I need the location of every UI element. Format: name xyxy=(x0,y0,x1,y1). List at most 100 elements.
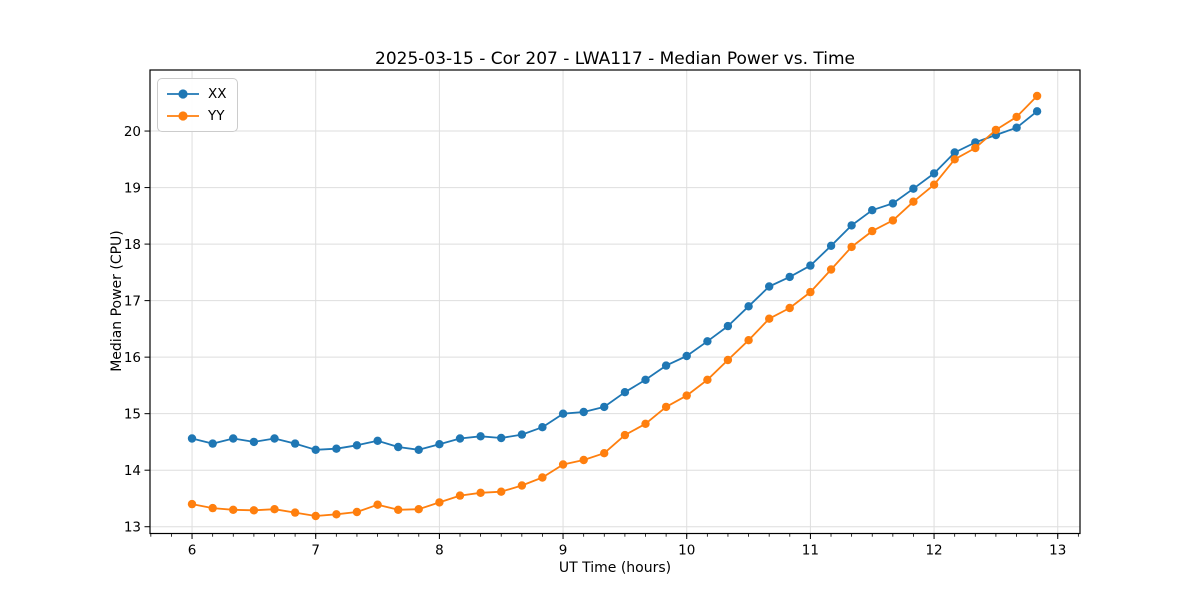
marker-YY xyxy=(723,355,733,365)
marker-YY xyxy=(414,505,423,514)
axes-frame xyxy=(149,69,1081,535)
marker-XX xyxy=(723,321,733,331)
marker-XX xyxy=(1032,107,1042,116)
series-XX xyxy=(187,107,1042,454)
x-tick-label: 10 xyxy=(678,543,695,559)
marker-YY xyxy=(517,481,527,490)
marker-XX xyxy=(538,423,547,432)
marker-YY xyxy=(373,500,382,509)
x-tick-label: 7 xyxy=(311,543,320,559)
marker-YY xyxy=(497,487,506,496)
marker-YY xyxy=(1012,112,1021,122)
legend-line-marker-icon xyxy=(167,89,199,99)
marker-YY xyxy=(888,216,898,225)
x-tick-label: 12 xyxy=(925,543,942,559)
marker-XX xyxy=(187,434,197,443)
marker-YY xyxy=(187,499,197,509)
x-tick-label: 9 xyxy=(559,543,568,559)
marker-XX xyxy=(661,361,671,370)
marker-YY xyxy=(620,430,630,440)
marker-YY xyxy=(909,197,918,206)
legend-item-yy: YY xyxy=(166,107,227,125)
marker-XX xyxy=(868,206,877,215)
marker-XX xyxy=(785,272,794,282)
gridlines xyxy=(150,70,1080,534)
marker-XX xyxy=(517,430,527,439)
marker-YY xyxy=(558,460,568,469)
y-tick-label: 15 xyxy=(124,406,141,422)
series-YY xyxy=(187,91,1042,521)
axis-ticks: 6 7 8 9 10 11 12 13 13 14 15 16 17 18 19 20 xyxy=(124,124,1079,559)
marker-XX xyxy=(435,440,444,449)
marker-YY xyxy=(249,506,259,515)
marker-YY xyxy=(208,503,217,513)
legend: XX YY xyxy=(157,78,238,132)
legend-line-marker-icon xyxy=(167,111,199,121)
marker-XX xyxy=(950,148,959,157)
marker-YY xyxy=(868,226,877,236)
x-tick-label: 6 xyxy=(188,543,197,559)
marker-XX xyxy=(1012,123,1021,132)
x-tick-label: 11 xyxy=(802,543,819,559)
marker-YY xyxy=(971,143,980,153)
marker-YY xyxy=(744,336,753,345)
x-tick-label: 13 xyxy=(1049,543,1066,559)
marker-YY xyxy=(579,455,588,465)
series-line-YY xyxy=(191,95,1038,517)
marker-YY xyxy=(682,391,691,400)
marker-XX xyxy=(476,432,485,441)
legend-label: YY xyxy=(208,108,225,124)
y-tick-label: 19 xyxy=(124,180,141,196)
legend-label: XX xyxy=(208,86,227,102)
marker-XX xyxy=(373,436,382,445)
marker-YY xyxy=(270,505,279,514)
y-tick-label: 17 xyxy=(124,293,141,309)
y-tick-label: 18 xyxy=(124,237,141,253)
marker-XX xyxy=(394,442,403,452)
marker-YY xyxy=(394,505,403,514)
marker-XX xyxy=(414,445,423,454)
marker-XX xyxy=(765,282,774,291)
y-tick-label: 20 xyxy=(124,124,141,140)
marker-YY xyxy=(950,155,959,164)
marker-XX xyxy=(600,402,609,412)
x-axis-label: UT Time (hours) xyxy=(558,560,672,576)
marker-YY xyxy=(476,488,485,497)
marker-YY xyxy=(229,505,238,514)
marker-XX xyxy=(249,437,259,447)
marker-XX xyxy=(806,261,815,270)
marker-XX xyxy=(455,434,465,443)
marker-YY xyxy=(661,402,671,412)
marker-XX xyxy=(703,337,712,346)
marker-XX xyxy=(270,434,279,443)
marker-YY xyxy=(538,473,547,482)
series-line-XX xyxy=(191,110,1038,451)
marker-XX xyxy=(208,439,217,448)
marker-XX xyxy=(497,433,506,443)
marker-XX xyxy=(229,434,238,443)
marker-XX xyxy=(682,351,691,361)
marker-YY xyxy=(435,498,444,507)
marker-XX xyxy=(620,388,630,397)
y-axis-label: Median Power (CPU) xyxy=(109,230,125,372)
marker-YY xyxy=(332,510,341,519)
marker-XX xyxy=(744,302,753,311)
marker-YY xyxy=(352,507,362,517)
marker-XX xyxy=(888,199,898,208)
marker-YY xyxy=(826,265,836,274)
legend-item-xx: XX xyxy=(166,85,227,103)
marker-XX xyxy=(909,184,918,193)
marker-YY xyxy=(806,287,815,297)
marker-XX xyxy=(311,445,320,454)
marker-YY xyxy=(765,314,774,323)
marker-XX xyxy=(641,375,650,384)
marker-YY xyxy=(600,449,609,458)
marker-XX xyxy=(847,221,856,230)
marker-XX xyxy=(579,407,588,417)
marker-XX xyxy=(826,241,836,250)
marker-YY xyxy=(641,419,650,428)
marker-XX xyxy=(558,409,568,418)
marker-XX xyxy=(332,444,341,453)
marker-YY xyxy=(785,303,794,313)
